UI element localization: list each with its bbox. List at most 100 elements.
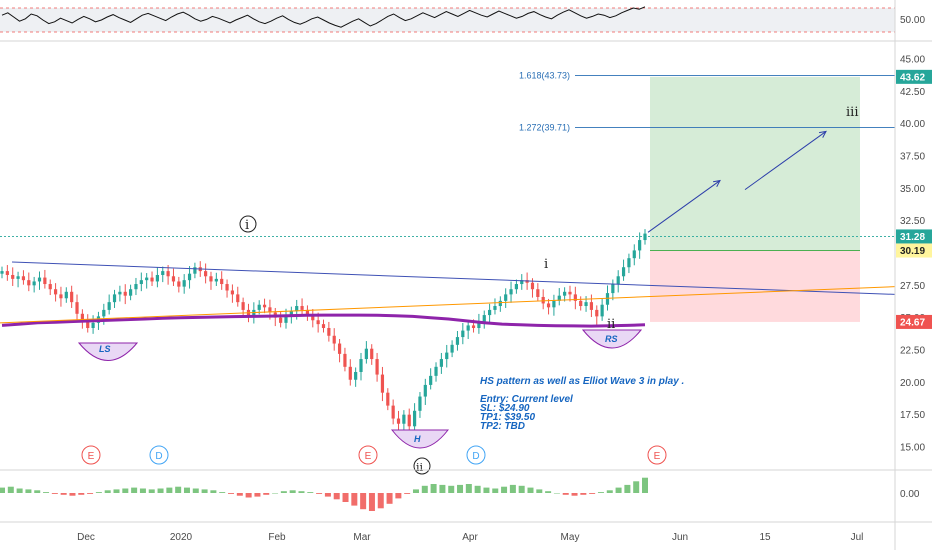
macd-bar-41: [360, 493, 367, 510]
macd-bar-11: [95, 492, 102, 493]
head-label: H: [414, 434, 421, 444]
note-line-entry: Entry: Current level: [480, 394, 573, 405]
macd-bar-18: [157, 488, 164, 493]
candle-body-44: [236, 294, 240, 303]
candle-body-0: [0, 271, 4, 274]
candle-body-6: [32, 281, 36, 286]
target-zone: [650, 76, 860, 251]
projection-arrow-1[interactable]: [647, 180, 721, 233]
macd-bar-14: [122, 488, 129, 493]
candle-body-27: [145, 277, 149, 281]
candle-body-99: [530, 282, 535, 290]
candle-body-107: [573, 294, 577, 301]
candle-body-88: [471, 325, 476, 329]
projection-arrow-2[interactable]: [744, 131, 827, 191]
candle-body-101: [541, 296, 545, 304]
macd-bars: [0, 477, 648, 511]
rsi-panel: 50.00: [0, 6, 925, 33]
candle-body-91: [488, 309, 492, 316]
price-tick-2: 20.00: [900, 378, 925, 389]
macd-bar-49: [430, 484, 437, 493]
macd-bar-70: [615, 487, 622, 493]
candle-body-74: [396, 418, 401, 424]
candle-body-62: [332, 335, 336, 344]
candlestick-series: [0, 229, 647, 433]
fib-label-1: 1.272(39.71): [519, 122, 570, 132]
macd-bar-34: [298, 491, 305, 493]
macd-bar-58: [509, 484, 516, 493]
candle-body-29: [155, 274, 159, 282]
macd-bar-21: [183, 487, 190, 493]
wave-label-i: i: [544, 257, 548, 272]
macd-bar-2: [16, 488, 23, 493]
candle-body-40: [214, 278, 218, 282]
macd-bar-5: [43, 492, 50, 493]
fib-label-0: 1.618(43.73): [519, 70, 570, 80]
event-letter-3: D: [472, 451, 479, 462]
fib-extension-levels[interactable]: 1.618(43.73) 1.272(39.71): [519, 70, 895, 132]
candle-body-76: [407, 414, 411, 427]
candle-body-15: [80, 313, 84, 321]
candle-body-81: [434, 366, 438, 376]
time-tick-0: Dec: [77, 532, 95, 543]
macd-bar-59: [518, 485, 525, 493]
macd-bar-50: [439, 484, 446, 493]
candle-body-33: [177, 281, 181, 287]
candle-body-25: [134, 284, 138, 290]
time-tick-6: Jun: [672, 532, 688, 543]
wave-circle-i[interactable]: [239, 215, 257, 233]
price-badge-0: [896, 69, 932, 84]
candle-body-12: [64, 291, 68, 299]
macd-bar-1: [7, 486, 14, 493]
candle-body-95: [509, 289, 513, 295]
macd-bar-31: [272, 493, 279, 494]
candle-body-87: [466, 325, 470, 331]
candle-body-110: [589, 302, 594, 310]
time-tick-8: Jul: [851, 532, 864, 543]
event-marker-3: [466, 445, 486, 465]
macd-bar-52: [457, 484, 464, 493]
macd-bar-36: [316, 493, 323, 494]
candle-body-11: [59, 294, 63, 299]
candle-body-61: [327, 328, 331, 336]
candle-body-23: [123, 291, 127, 296]
left-shoulder-marker[interactable]: [77, 342, 139, 361]
candle-body-66: [354, 371, 358, 380]
macd-bar-62: [545, 491, 552, 493]
long-position-tool[interactable]: [650, 76, 860, 322]
note-line-tp2: TP2: TBD: [480, 421, 525, 432]
candle-body-58: [311, 315, 315, 321]
right-shoulder-marker[interactable]: [581, 329, 643, 349]
candle-body-8: [43, 277, 47, 285]
trade-note[interactable]: HS pattern as well as Elliot Wave 3 in p…: [480, 376, 684, 432]
candle-body-94: [504, 294, 508, 301]
candle-body-83: [445, 352, 449, 360]
candle-body-115: [616, 276, 620, 285]
head-marker[interactable]: [390, 429, 450, 449]
candle-body-89: [477, 321, 481, 329]
macd-bar-22: [192, 488, 199, 493]
macd-bar-3: [25, 489, 32, 493]
macd-bar-23: [201, 489, 208, 493]
candle-body-4: [21, 276, 26, 281]
candle-body-13: [70, 291, 74, 303]
candle-body-19: [102, 309, 106, 317]
candle-body-109: [584, 302, 588, 307]
macd-bar-47: [412, 489, 419, 493]
candle-body-79: [423, 384, 427, 397]
candle-body-57: [305, 309, 310, 316]
candle-body-112: [600, 304, 604, 317]
orange-trendline[interactable]: [0, 286, 896, 324]
price-tick-12: 45.00: [900, 55, 925, 66]
candle-body-102: [546, 303, 551, 308]
candle-body-78: [418, 396, 422, 411]
macd-histogram-panel: 0.00: [0, 477, 920, 511]
candle-body-69: [370, 348, 374, 360]
neckline-trendline[interactable]: [11, 261, 896, 295]
event-letter-2: E: [365, 451, 372, 462]
price-tick-1: 17.50: [900, 410, 925, 421]
macd-bar-61: [536, 489, 543, 493]
macd-bar-67: [589, 493, 596, 494]
